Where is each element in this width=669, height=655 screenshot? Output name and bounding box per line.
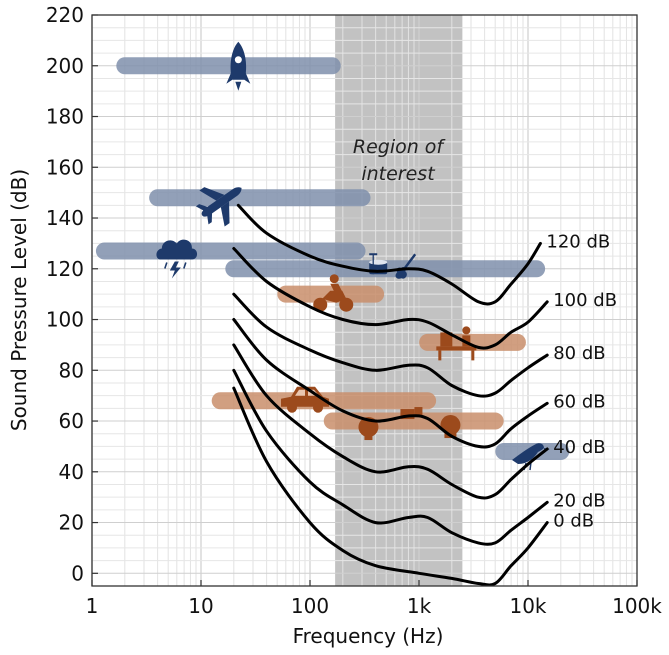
curve-120-db [236, 203, 542, 306]
rocket-flame [235, 81, 242, 91]
rider-head [329, 274, 339, 284]
roi-label-line1: Region of [353, 136, 447, 158]
roi-label-line2: interest [361, 163, 436, 185]
bird-body [512, 443, 544, 465]
curve-label: 120 dB [546, 231, 610, 252]
rider-body [330, 283, 343, 292]
machine-body [440, 332, 453, 347]
motorcycle-wheel [339, 297, 354, 312]
y-tick-label: 60 [59, 409, 84, 433]
rain-drop [164, 262, 168, 269]
worker-head [462, 326, 471, 335]
plot-frame [91, 14, 638, 587]
y-tick-label: 0 [71, 561, 84, 585]
x-tick-label: 100 [291, 594, 329, 618]
desk-leg [438, 350, 442, 361]
y-tick-label: 200 [46, 54, 84, 78]
car-wheel [313, 402, 324, 413]
rocket-window [234, 56, 242, 64]
rain-drop [183, 262, 187, 269]
y-tick-label: 140 [46, 206, 84, 230]
lightning-bolt [169, 261, 181, 279]
vacuum-base [364, 435, 373, 441]
rocket-icon [226, 41, 251, 91]
y-tick-label: 100 [46, 308, 84, 332]
mixer-top [414, 407, 423, 416]
car-wheel [287, 402, 298, 413]
rocket-fins [226, 69, 251, 84]
airplane-fuselage [201, 187, 242, 217]
curve-80-db [232, 292, 549, 398]
y-tick-label: 80 [59, 358, 84, 382]
x-tick-label: 10k [509, 594, 546, 618]
y-tick-label: 220 [46, 3, 84, 27]
curve-label: 60 dB [553, 391, 605, 412]
x-tick-label: 1 [86, 594, 99, 618]
curve-label: 80 dB [553, 343, 605, 364]
drum-head [369, 259, 388, 265]
curve-label: 20 dB [553, 490, 605, 511]
storm-cloud [156, 239, 198, 260]
airplane-tail [195, 204, 213, 225]
curve-label: 100 dB [553, 290, 617, 311]
curve-60-db [232, 318, 549, 449]
airplane-wings [199, 187, 230, 227]
thunderstorm-icon [156, 239, 198, 279]
y-tick-label: 20 [59, 511, 84, 535]
desk-top [436, 346, 477, 351]
airplane-icon [195, 187, 242, 227]
y-tick-label: 160 [46, 155, 84, 179]
curve-label: 40 dB [553, 437, 605, 458]
motorcycle-wheel [313, 297, 328, 312]
y-tick-label: 120 [46, 257, 84, 281]
y-tick-label: 40 [59, 460, 84, 484]
mixer-head [400, 409, 415, 420]
x-tick-label: 1k [407, 594, 432, 618]
motorcycle-frame [322, 290, 347, 303]
curve-0-db [232, 386, 549, 587]
curve-20-db [232, 368, 549, 546]
desk-leg [471, 350, 475, 361]
y-axis-title: Sound Pressure Level (dB) [7, 169, 31, 431]
curve-label: 0 dB [553, 511, 594, 532]
x-axis-title: Frequency (Hz) [293, 624, 444, 648]
airplane-shape [195, 187, 242, 227]
motorcycle-icon [313, 274, 354, 312]
car-body [281, 386, 330, 407]
x-tick-label: 10 [188, 594, 213, 618]
curve-40-db [232, 343, 549, 500]
curve-100-db [232, 247, 549, 350]
y-tick-label: 180 [46, 105, 84, 129]
x-tick-label: 100k [612, 594, 662, 618]
